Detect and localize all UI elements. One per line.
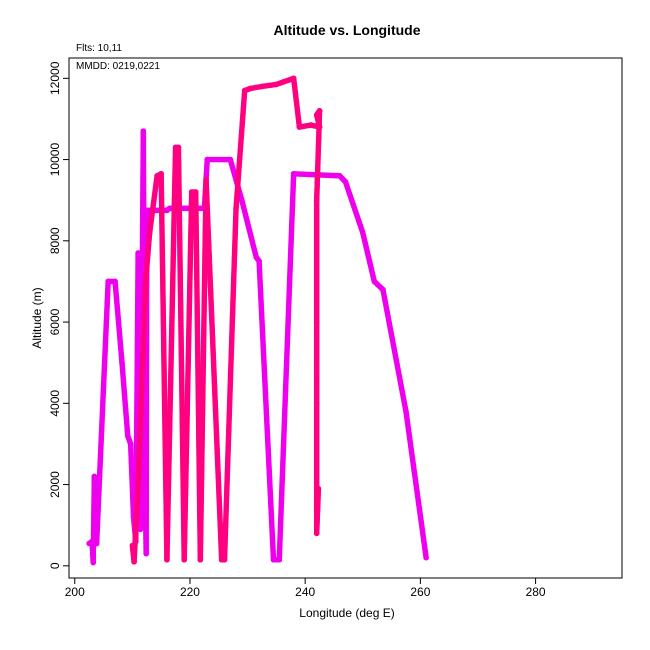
series-layer: [86, 75, 429, 566]
y-tick-label: 8000: [48, 227, 62, 254]
data-point: [315, 485, 322, 492]
x-tick-label: 280: [526, 585, 546, 599]
y-tick-label: 4000: [48, 390, 62, 417]
plot-frame: [68, 57, 623, 579]
y-tick-label: 6000: [48, 308, 62, 335]
axes-layer: 200 220 240 260 280 0 2000 4000 6000 8000 10000 120…: [48, 61, 546, 599]
mmdd-annotation: MMDD: 0219,0221: [76, 61, 160, 72]
x-axis-label: Longitude (deg E): [299, 606, 394, 620]
x-tick-label: 240: [295, 585, 315, 599]
flight-series-2: [129, 75, 323, 565]
flights-annotation: Flts: 10,11: [76, 43, 122, 54]
x-tick-label: 260: [410, 585, 430, 599]
chart-title: Altitude vs. Longitude: [274, 22, 421, 38]
y-tick-label: 10000: [48, 143, 62, 177]
y-axis-label: Altitude (m): [30, 287, 44, 348]
data-point: [423, 554, 429, 561]
y-tick-label: 2000: [48, 471, 62, 498]
x-tick-label: 200: [65, 585, 85, 599]
y-tick-label: 0: [48, 562, 62, 569]
x-tick-label: 220: [180, 585, 200, 599]
y-tick-label: 12000: [48, 61, 62, 95]
